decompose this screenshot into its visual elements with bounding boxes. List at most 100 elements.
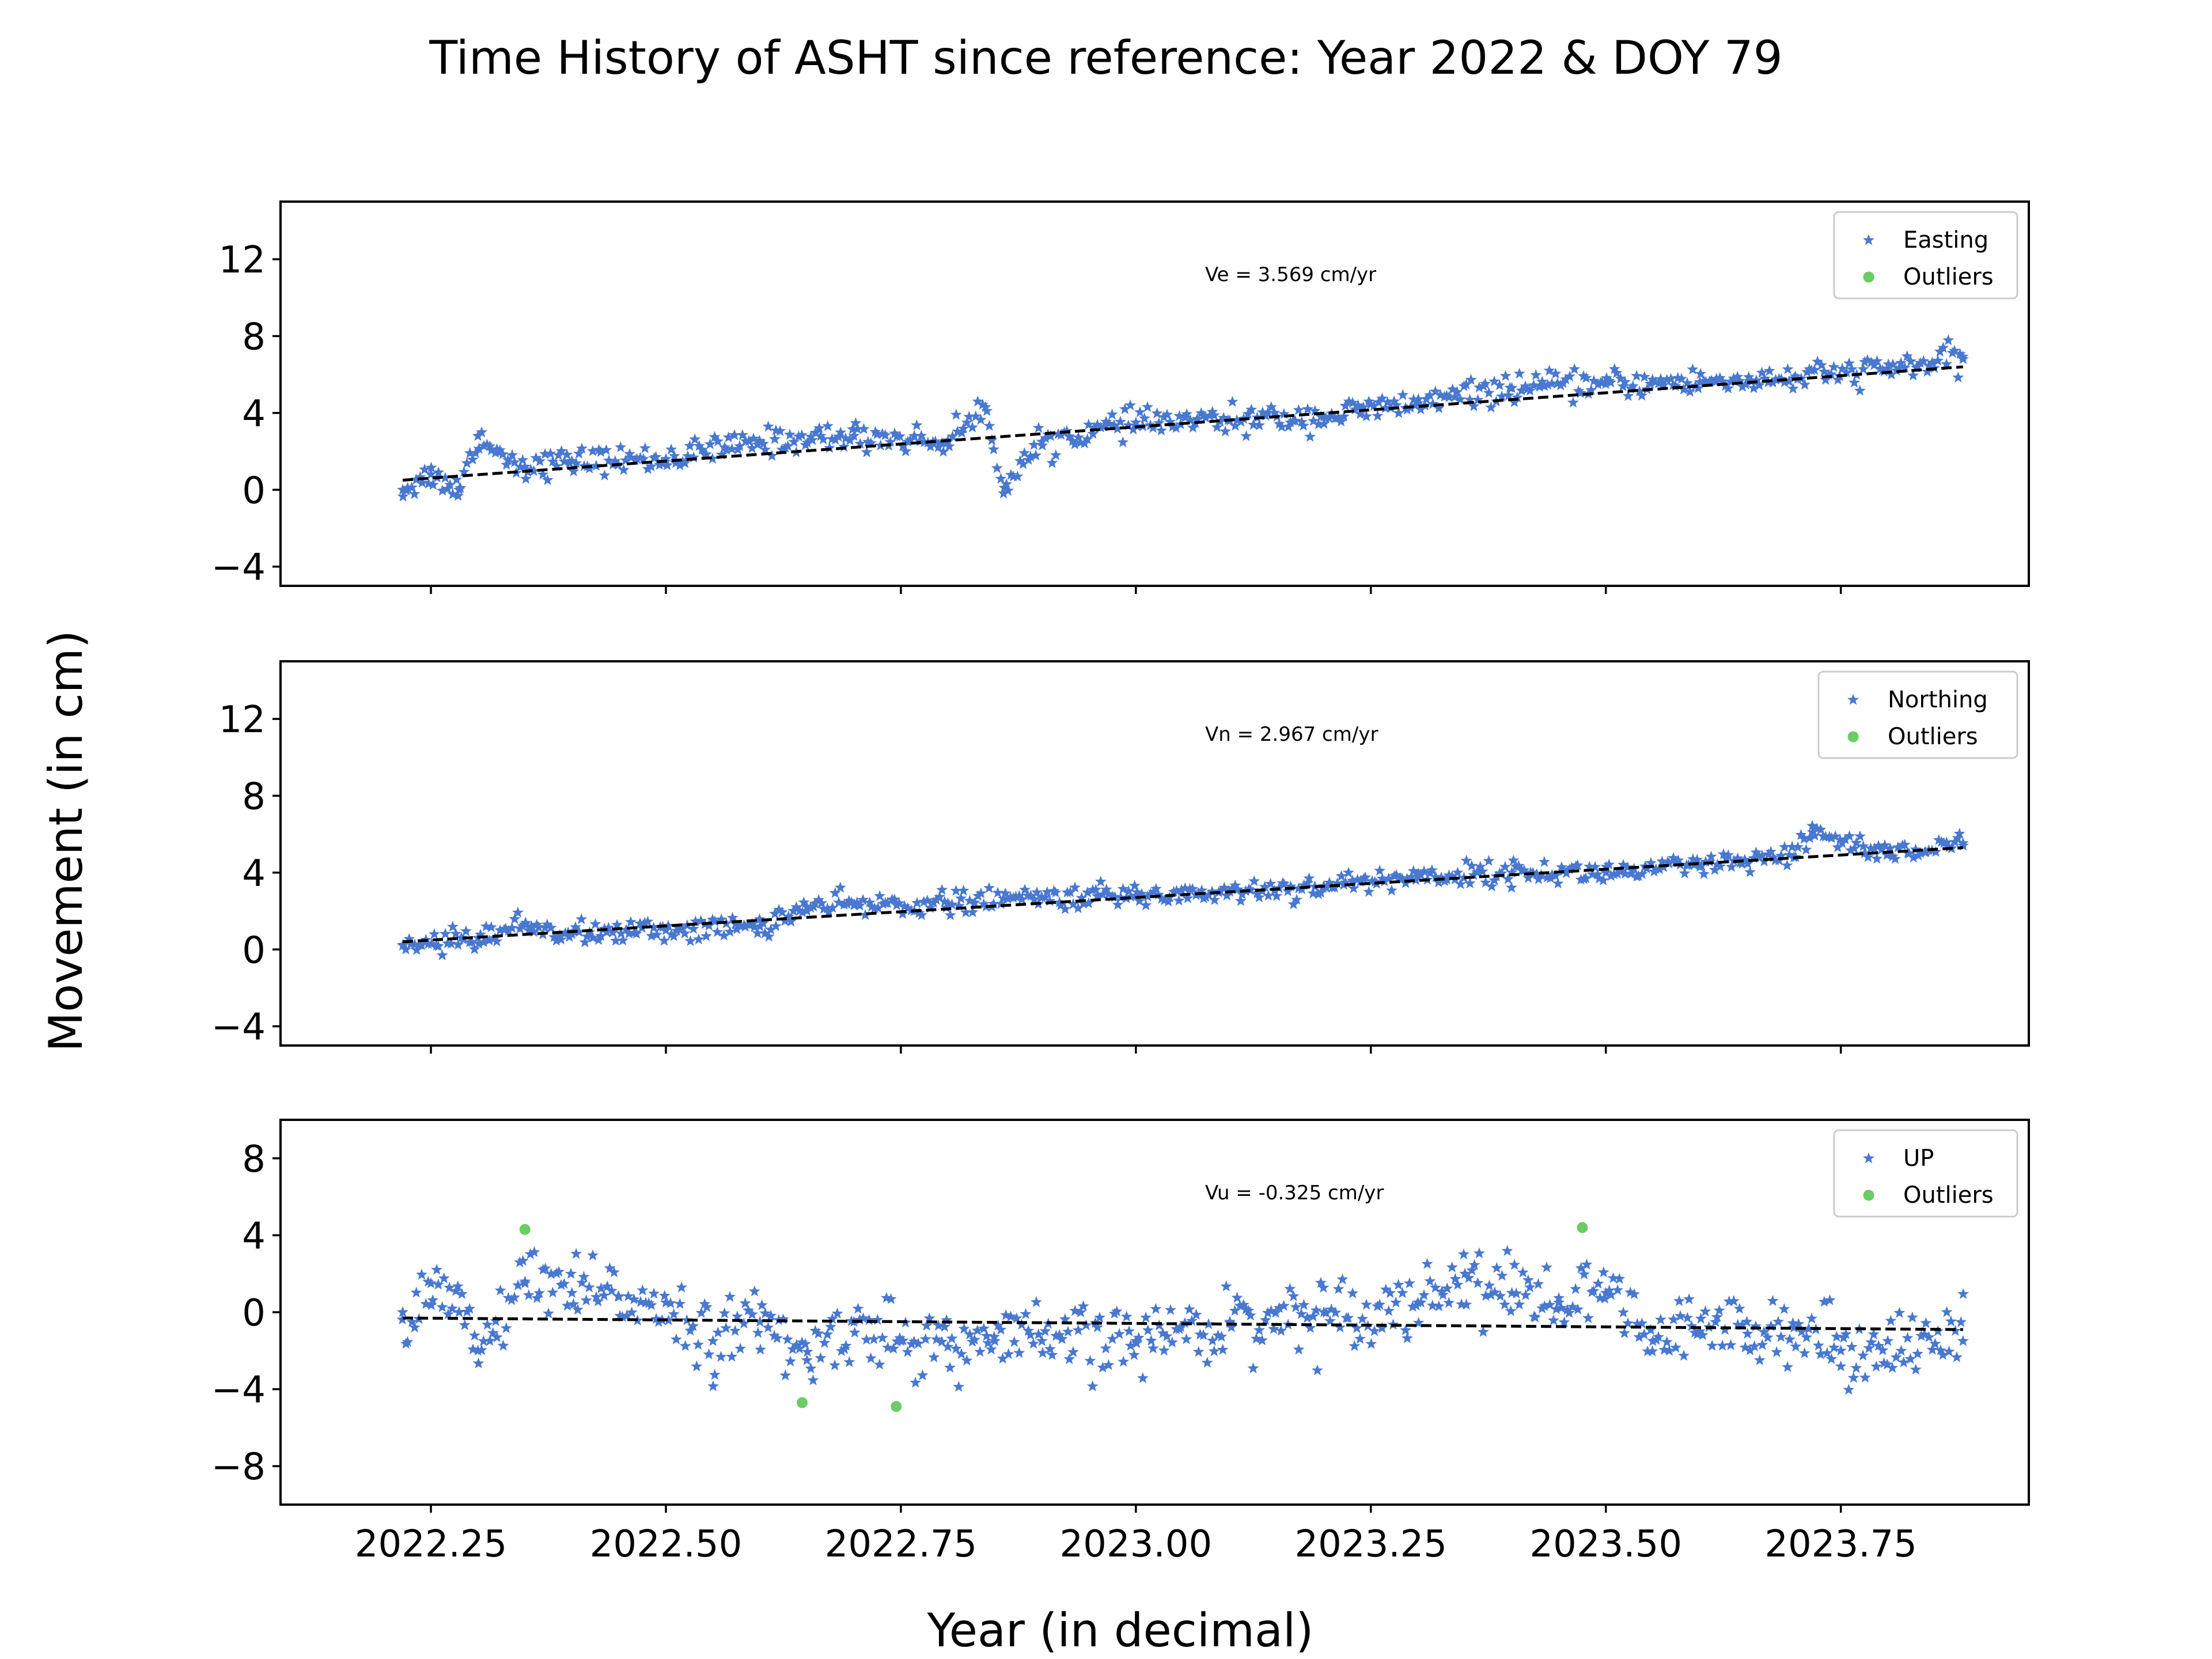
data-point [1138, 412, 1150, 423]
y-tick-label: −4 [211, 1369, 266, 1412]
data-point [817, 903, 830, 914]
data-point [988, 897, 999, 909]
data-point [1424, 389, 1436, 400]
data-point [1426, 864, 1438, 876]
data-point [665, 444, 677, 454]
data-point [1661, 373, 1673, 385]
data-point [483, 934, 495, 945]
legend-marker-circle [1847, 731, 1859, 743]
data-point [801, 904, 813, 916]
data-point [1113, 1328, 1126, 1339]
data-point [1733, 1302, 1745, 1314]
data-point [1256, 1334, 1268, 1346]
data-point [1276, 421, 1287, 432]
data-point [790, 1339, 802, 1350]
data-point [1427, 397, 1439, 409]
data-point [992, 887, 1004, 898]
data-point [469, 447, 482, 459]
data-point [1251, 887, 1263, 899]
data-point [1818, 1296, 1830, 1307]
data-point [651, 929, 662, 940]
data-point [1732, 852, 1744, 863]
data-point [865, 1352, 877, 1363]
data-point [1631, 1317, 1643, 1329]
data-point [1631, 370, 1643, 381]
data-point [707, 1380, 719, 1392]
data-point [1412, 1296, 1424, 1308]
data-point [519, 918, 531, 930]
data-point [1485, 1289, 1497, 1300]
data-point [1874, 362, 1886, 374]
data-point [1926, 1343, 1938, 1355]
data-point [1843, 357, 1855, 369]
data-point [1681, 377, 1694, 388]
data-point [1063, 1353, 1075, 1365]
data-point [1840, 366, 1853, 378]
data-point [446, 1302, 458, 1314]
data-point [974, 1346, 986, 1357]
data-point [1580, 872, 1592, 884]
data-point [566, 928, 578, 940]
data-point [1175, 1321, 1187, 1332]
data-point [645, 460, 657, 472]
data-point [1090, 884, 1102, 895]
data-point [1782, 1361, 1794, 1372]
data-point [1854, 384, 1866, 396]
data-point [1303, 872, 1315, 884]
data-point [600, 444, 612, 455]
data-point [428, 928, 440, 940]
data-point [766, 450, 778, 461]
data-point [440, 472, 451, 483]
data-point [851, 896, 863, 908]
data-point [888, 1342, 899, 1354]
data-point [1000, 1309, 1012, 1320]
data-point [895, 1335, 907, 1346]
data-point [1740, 378, 1752, 389]
data-point [1013, 890, 1025, 901]
data-point [1298, 879, 1310, 891]
data-point [1247, 419, 1259, 430]
data-point [487, 1327, 499, 1338]
data-point [1262, 407, 1274, 418]
data-point [755, 1343, 766, 1355]
data-point [1156, 892, 1168, 904]
data-point [528, 465, 540, 476]
data-point [1391, 399, 1402, 410]
data-point [988, 443, 999, 454]
data-point [1055, 429, 1067, 440]
data-point [1588, 1285, 1600, 1296]
data-point [899, 900, 911, 911]
plot-area [397, 334, 1969, 502]
data-point [765, 1309, 777, 1321]
legend-marker-star [1863, 1152, 1874, 1164]
data-point [940, 902, 952, 913]
data-point [777, 1313, 789, 1324]
data-point [682, 450, 694, 461]
data-point [586, 445, 599, 456]
data-point [1955, 1316, 1967, 1327]
data-point [881, 897, 893, 908]
data-point [715, 1351, 727, 1362]
data-point [1903, 847, 1915, 859]
data-point [1593, 872, 1605, 884]
data-point [1596, 376, 1608, 388]
data-point [1762, 1331, 1774, 1343]
data-point [1520, 380, 1532, 392]
data-point [1046, 457, 1058, 468]
data-point [1452, 1278, 1464, 1290]
data-point [1200, 891, 1212, 902]
data-point [979, 401, 991, 412]
data-point [1885, 1315, 1897, 1326]
data-point [1342, 1312, 1354, 1323]
data-point [587, 1249, 599, 1260]
data-point [1858, 847, 1870, 858]
data-point [1170, 422, 1182, 433]
data-point [695, 1306, 707, 1318]
data-point [660, 1296, 672, 1308]
data-point [1734, 375, 1746, 387]
data-point [1753, 379, 1766, 391]
data-point [1273, 1302, 1285, 1313]
data-point [746, 918, 758, 929]
data-point [539, 1262, 551, 1274]
data-point [1077, 897, 1089, 909]
